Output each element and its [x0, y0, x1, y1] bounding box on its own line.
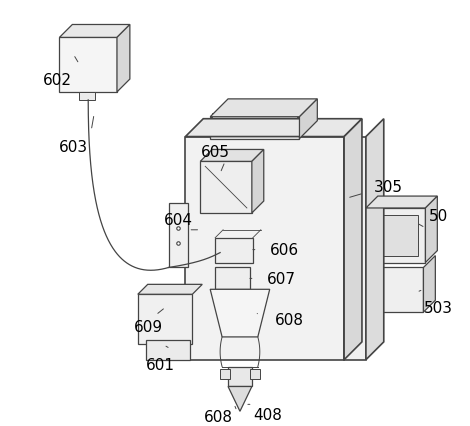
Polygon shape	[423, 256, 435, 312]
Bar	[169, 204, 188, 268]
Polygon shape	[425, 197, 437, 263]
Bar	[366, 208, 425, 263]
Bar	[220, 369, 230, 379]
Text: 601: 601	[146, 357, 175, 372]
Bar	[373, 216, 418, 256]
Polygon shape	[252, 150, 264, 213]
Polygon shape	[210, 290, 270, 337]
Bar	[59, 38, 117, 93]
Bar	[212, 113, 298, 119]
Text: 604: 604	[164, 213, 193, 228]
Polygon shape	[366, 197, 437, 208]
Text: 605: 605	[201, 144, 230, 160]
Bar	[250, 369, 260, 379]
Polygon shape	[138, 285, 202, 294]
Text: 408: 408	[253, 407, 282, 422]
Bar	[215, 238, 253, 263]
Text: 608: 608	[275, 312, 304, 327]
Text: 607: 607	[267, 271, 296, 286]
Polygon shape	[299, 100, 317, 139]
Bar	[79, 93, 95, 101]
Bar	[228, 367, 252, 386]
Text: 602: 602	[43, 72, 72, 87]
Bar	[344, 137, 366, 360]
Polygon shape	[210, 100, 317, 118]
Polygon shape	[117, 26, 130, 93]
Bar	[366, 268, 423, 312]
Bar	[146, 340, 190, 360]
Text: 609: 609	[134, 320, 163, 335]
Bar	[210, 118, 299, 139]
Text: 608: 608	[204, 409, 233, 424]
Polygon shape	[228, 386, 252, 412]
Polygon shape	[200, 150, 264, 162]
Text: 606: 606	[270, 242, 299, 258]
Text: 503: 503	[424, 300, 453, 315]
Text: 50: 50	[429, 209, 448, 224]
Polygon shape	[59, 26, 130, 38]
Bar	[138, 294, 192, 344]
Bar	[215, 268, 250, 290]
Text: 305: 305	[374, 179, 403, 194]
Polygon shape	[344, 119, 362, 360]
Polygon shape	[185, 119, 362, 137]
Text: 603: 603	[59, 140, 88, 155]
Bar	[185, 137, 344, 360]
Polygon shape	[366, 119, 384, 360]
Bar	[200, 162, 252, 213]
